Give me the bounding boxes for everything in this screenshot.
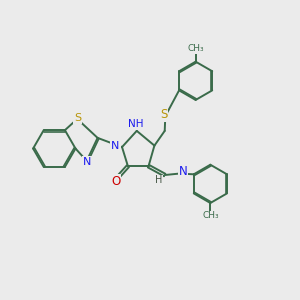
Text: N: N xyxy=(111,141,120,151)
Text: CH₃: CH₃ xyxy=(202,212,219,220)
Text: O: O xyxy=(111,175,121,188)
Text: N: N xyxy=(82,158,91,167)
Text: CH₃: CH₃ xyxy=(187,44,204,53)
Text: S: S xyxy=(160,108,167,121)
Text: N: N xyxy=(178,165,188,178)
Text: S: S xyxy=(74,113,81,123)
Text: H: H xyxy=(155,175,163,185)
Text: NH: NH xyxy=(128,119,144,129)
